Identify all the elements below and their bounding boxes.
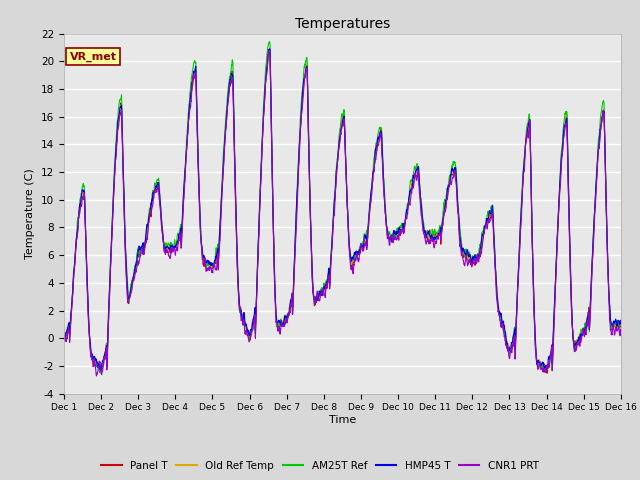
Panel T [359,243,367,249]
Panel T [266,47,274,53]
CNR1 PRT [505,352,513,358]
Old Ref Temp [505,345,513,350]
HMP45 T [60,333,68,339]
Panel T [504,345,512,351]
Text: VR_met: VR_met [70,51,116,62]
Old Ref Temp [359,242,367,248]
HMP45 T [359,245,367,251]
Line: AM25T Ref: AM25T Ref [64,42,621,373]
Line: Panel T: Panel T [64,50,621,373]
HMP45 T [216,231,223,237]
AM25T Ref [359,240,367,246]
Old Ref Temp [371,156,379,161]
Line: CNR1 PRT: CNR1 PRT [64,50,621,376]
Old Ref Temp [60,336,68,342]
AM25T Ref [617,322,625,327]
HMP45 T [97,368,104,374]
HMP45 T [584,314,591,320]
HMP45 T [266,46,274,51]
Title: Temperatures: Temperatures [295,17,390,31]
Old Ref Temp [584,312,591,318]
CNR1 PRT [265,47,273,53]
AM25T Ref [584,316,591,322]
AM25T Ref [60,330,68,336]
Line: Old Ref Temp: Old Ref Temp [64,49,621,371]
CNR1 PRT [617,327,625,333]
Line: HMP45 T: HMP45 T [64,48,621,371]
Old Ref Temp [568,317,576,323]
AM25T Ref [266,39,273,45]
Old Ref Temp [97,368,104,374]
Panel T [371,156,379,162]
AM25T Ref [371,149,379,155]
HMP45 T [617,317,625,323]
HMP45 T [505,348,513,354]
X-axis label: Time: Time [329,415,356,425]
CNR1 PRT [568,321,576,326]
Y-axis label: Temperature (C): Temperature (C) [26,168,35,259]
HMP45 T [371,151,379,157]
Old Ref Temp [216,239,223,245]
Panel T [584,317,591,323]
Old Ref Temp [266,46,274,52]
AM25T Ref [96,370,104,376]
Old Ref Temp [617,320,625,326]
AM25T Ref [568,320,576,325]
Legend: Panel T, Old Ref Temp, AM25T Ref, HMP45 T, CNR1 PRT: Panel T, Old Ref Temp, AM25T Ref, HMP45 … [97,456,543,475]
CNR1 PRT [371,158,379,164]
Panel T [568,319,576,325]
CNR1 PRT [216,243,223,249]
CNR1 PRT [93,373,100,379]
AM25T Ref [216,232,223,238]
CNR1 PRT [584,320,591,326]
Panel T [617,324,625,330]
CNR1 PRT [60,335,68,340]
Panel T [216,245,223,251]
HMP45 T [568,316,576,322]
Panel T [60,334,68,340]
AM25T Ref [505,348,513,354]
CNR1 PRT [359,248,367,254]
Panel T [543,370,551,376]
